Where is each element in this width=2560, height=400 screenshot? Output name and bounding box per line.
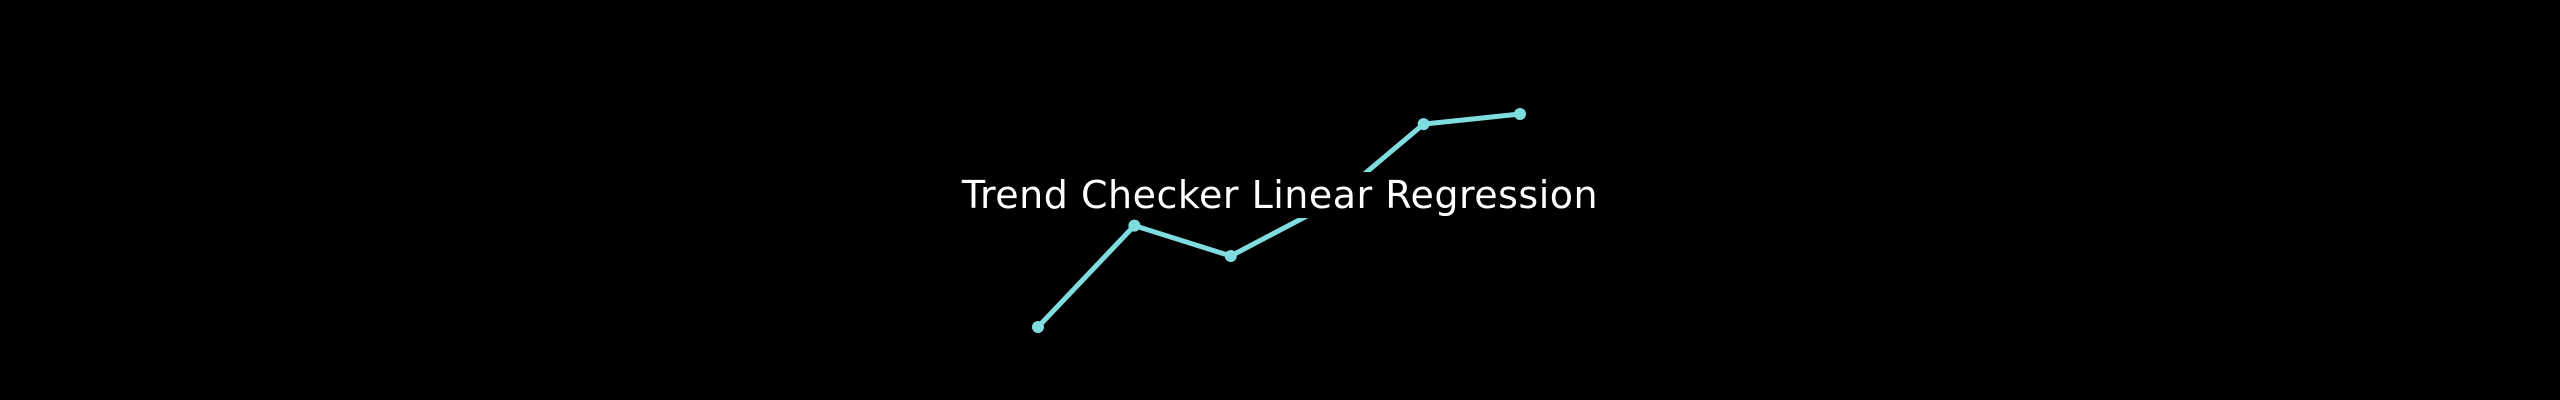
trend-line — [1035, 111, 1523, 330]
trend-point-5 — [1417, 118, 1430, 131]
trend-point-6 — [1514, 108, 1526, 120]
trend-series — [1032, 108, 1526, 333]
trend-point-4 — [1321, 199, 1334, 212]
trend-point-3 — [1224, 250, 1237, 262]
trend-point-2 — [1128, 219, 1141, 232]
trend-point-1 — [1032, 321, 1044, 333]
